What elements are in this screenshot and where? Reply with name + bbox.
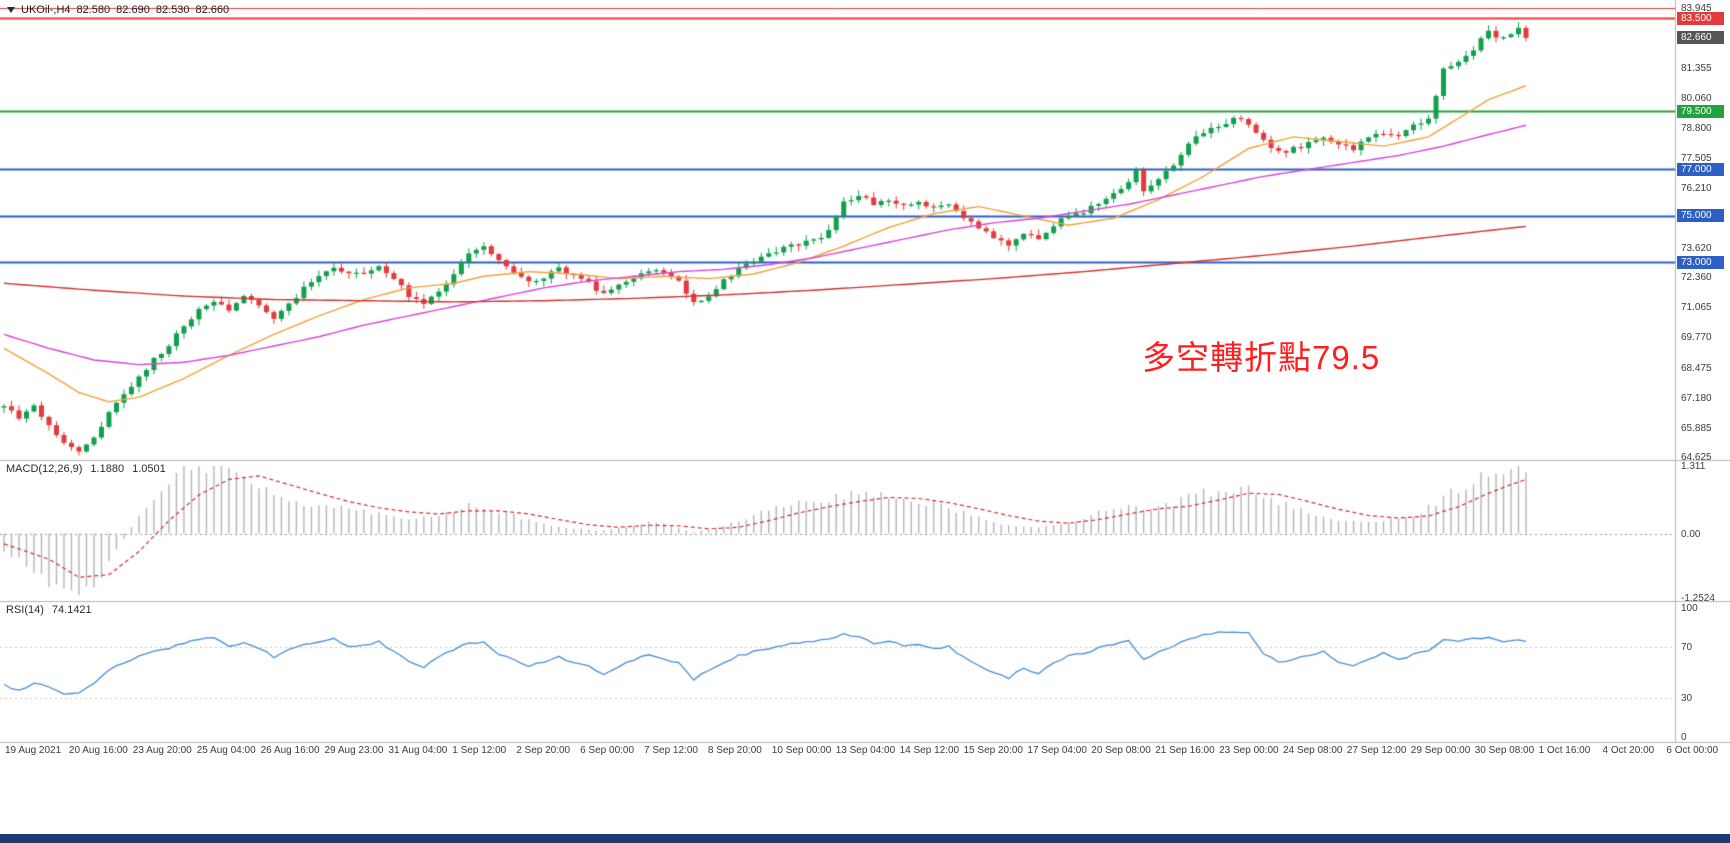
rsi-current-value: 74.1421 [51,604,92,616]
rsi-tick-label: 70 [1681,641,1693,653]
macd-signal-value: 1.0501 [132,463,166,475]
time-axis-label: 23 Aug 20:00 [132,745,192,756]
macd-main-value: 1.1880 [90,463,125,475]
time-axis-label: 19 Aug 2021 [5,745,62,756]
price-tick-label: 68.475 [1681,362,1712,374]
price-level-tag: 79.500 [1677,104,1724,118]
time-axis-label: 10 Sep 00:00 [771,745,832,756]
time-axis-label: 20 Aug 16:00 [68,745,128,756]
time-axis-label: 25 Aug 04:00 [196,745,256,756]
price-level-tag: 75.000 [1677,209,1724,223]
macd-indicator-label: MACD(12,26,9) 1.1880 1.0501 [6,463,166,475]
time-axis-label: 6 Oct 00:00 [1666,745,1719,756]
time-axis-label: 6 Sep 00:00 [580,745,635,756]
symbol-legend: UKOil-,H4 82.580 82.690 82.530 82.660 [7,4,229,16]
price-tick-label: 80.060 [1681,93,1712,105]
time-axis-label: 8 Sep 20:00 [707,745,762,756]
rsi-indicator-label: RSI(14) 74.1421 [6,604,92,616]
time-axis-label: 14 Sep 12:00 [899,745,960,756]
macd-name: MACD(12,26,9) [6,463,83,475]
price-tick-label: 65.885 [1681,422,1712,434]
time-axis-label: 2 Sep 20:00 [516,745,571,756]
time-axis-label: 24 Sep 08:00 [1283,745,1343,756]
time-axis-label: 13 Sep 04:00 [835,745,896,756]
price-level-tag: 73.000 [1677,255,1724,269]
time-axis-label: 4 Oct 20:00 [1602,745,1655,756]
time-axis-label: 17 Sep 04:00 [1027,745,1087,756]
time-axis-label: 1 Sep 12:00 [452,745,507,756]
high-value: 82.690 [116,4,150,16]
time-axis-label: 29 Aug 23:00 [324,745,384,756]
time-axis-label: 30 Sep 08:00 [1474,745,1535,756]
price-tick-label: 73.620 [1681,242,1712,254]
close-value: 82.660 [195,4,230,16]
rsi-tick-label: 0 [1681,732,1687,743]
bottom-bar [0,834,1730,843]
price-tick-label: 64.625 [1681,452,1712,463]
price-tick-label: 69.770 [1681,332,1712,344]
dropdown-triangle-icon[interactable] [7,7,15,13]
price-tick-label: 81.355 [1681,63,1712,75]
price-tick-label: 71.065 [1681,302,1712,314]
time-axis-label: 1 Oct 16:00 [1538,745,1591,756]
macd-tick-label: 1.311 [1681,461,1706,472]
low-value: 82.530 [155,4,190,16]
price-tick-label: 78.800 [1681,122,1712,134]
time-axis-label: 31 Aug 04:00 [388,745,448,756]
chart-text-annotation: 多空轉折點79.5 [1142,339,1381,376]
time-axis-label: 26 Aug 16:00 [260,745,320,756]
time-axis-label: 21 Sep 16:00 [1155,745,1215,756]
price-tick-label: 72.360 [1681,272,1712,284]
time-axis-label: 23 Sep 00:00 [1219,745,1279,756]
time-axis-label: 7 Sep 12:00 [644,745,698,756]
macd-tick-label: 0.00 [1681,528,1701,540]
price-tick-label: 77.505 [1681,152,1712,164]
time-axis-label: 20 Sep 08:00 [1091,745,1151,756]
price-level-tag: 83.500 [1677,11,1724,25]
macd-tick-label: -1.2524 [1681,593,1715,604]
price-level-tag: 82.660 [1677,31,1724,45]
price-tick-label: 76.210 [1681,182,1712,194]
price-tick-label: 83.945 [1681,3,1712,14]
symbol-period-label: UKOil-,H4 [21,4,71,16]
price-tick-label: 67.180 [1681,392,1712,404]
time-axis-label: 27 Sep 12:00 [1346,745,1407,756]
rsi-tick-label: 100 [1681,603,1698,614]
time-axis-label: 29 Sep 00:00 [1410,745,1471,756]
rsi-name: RSI(14) [6,604,44,616]
open-value: 82.580 [76,4,111,16]
price-level-tag: 77.000 [1677,162,1724,176]
time-axis-label: 15 Sep 20:00 [963,745,1024,756]
rsi-tick-label: 30 [1681,693,1693,705]
